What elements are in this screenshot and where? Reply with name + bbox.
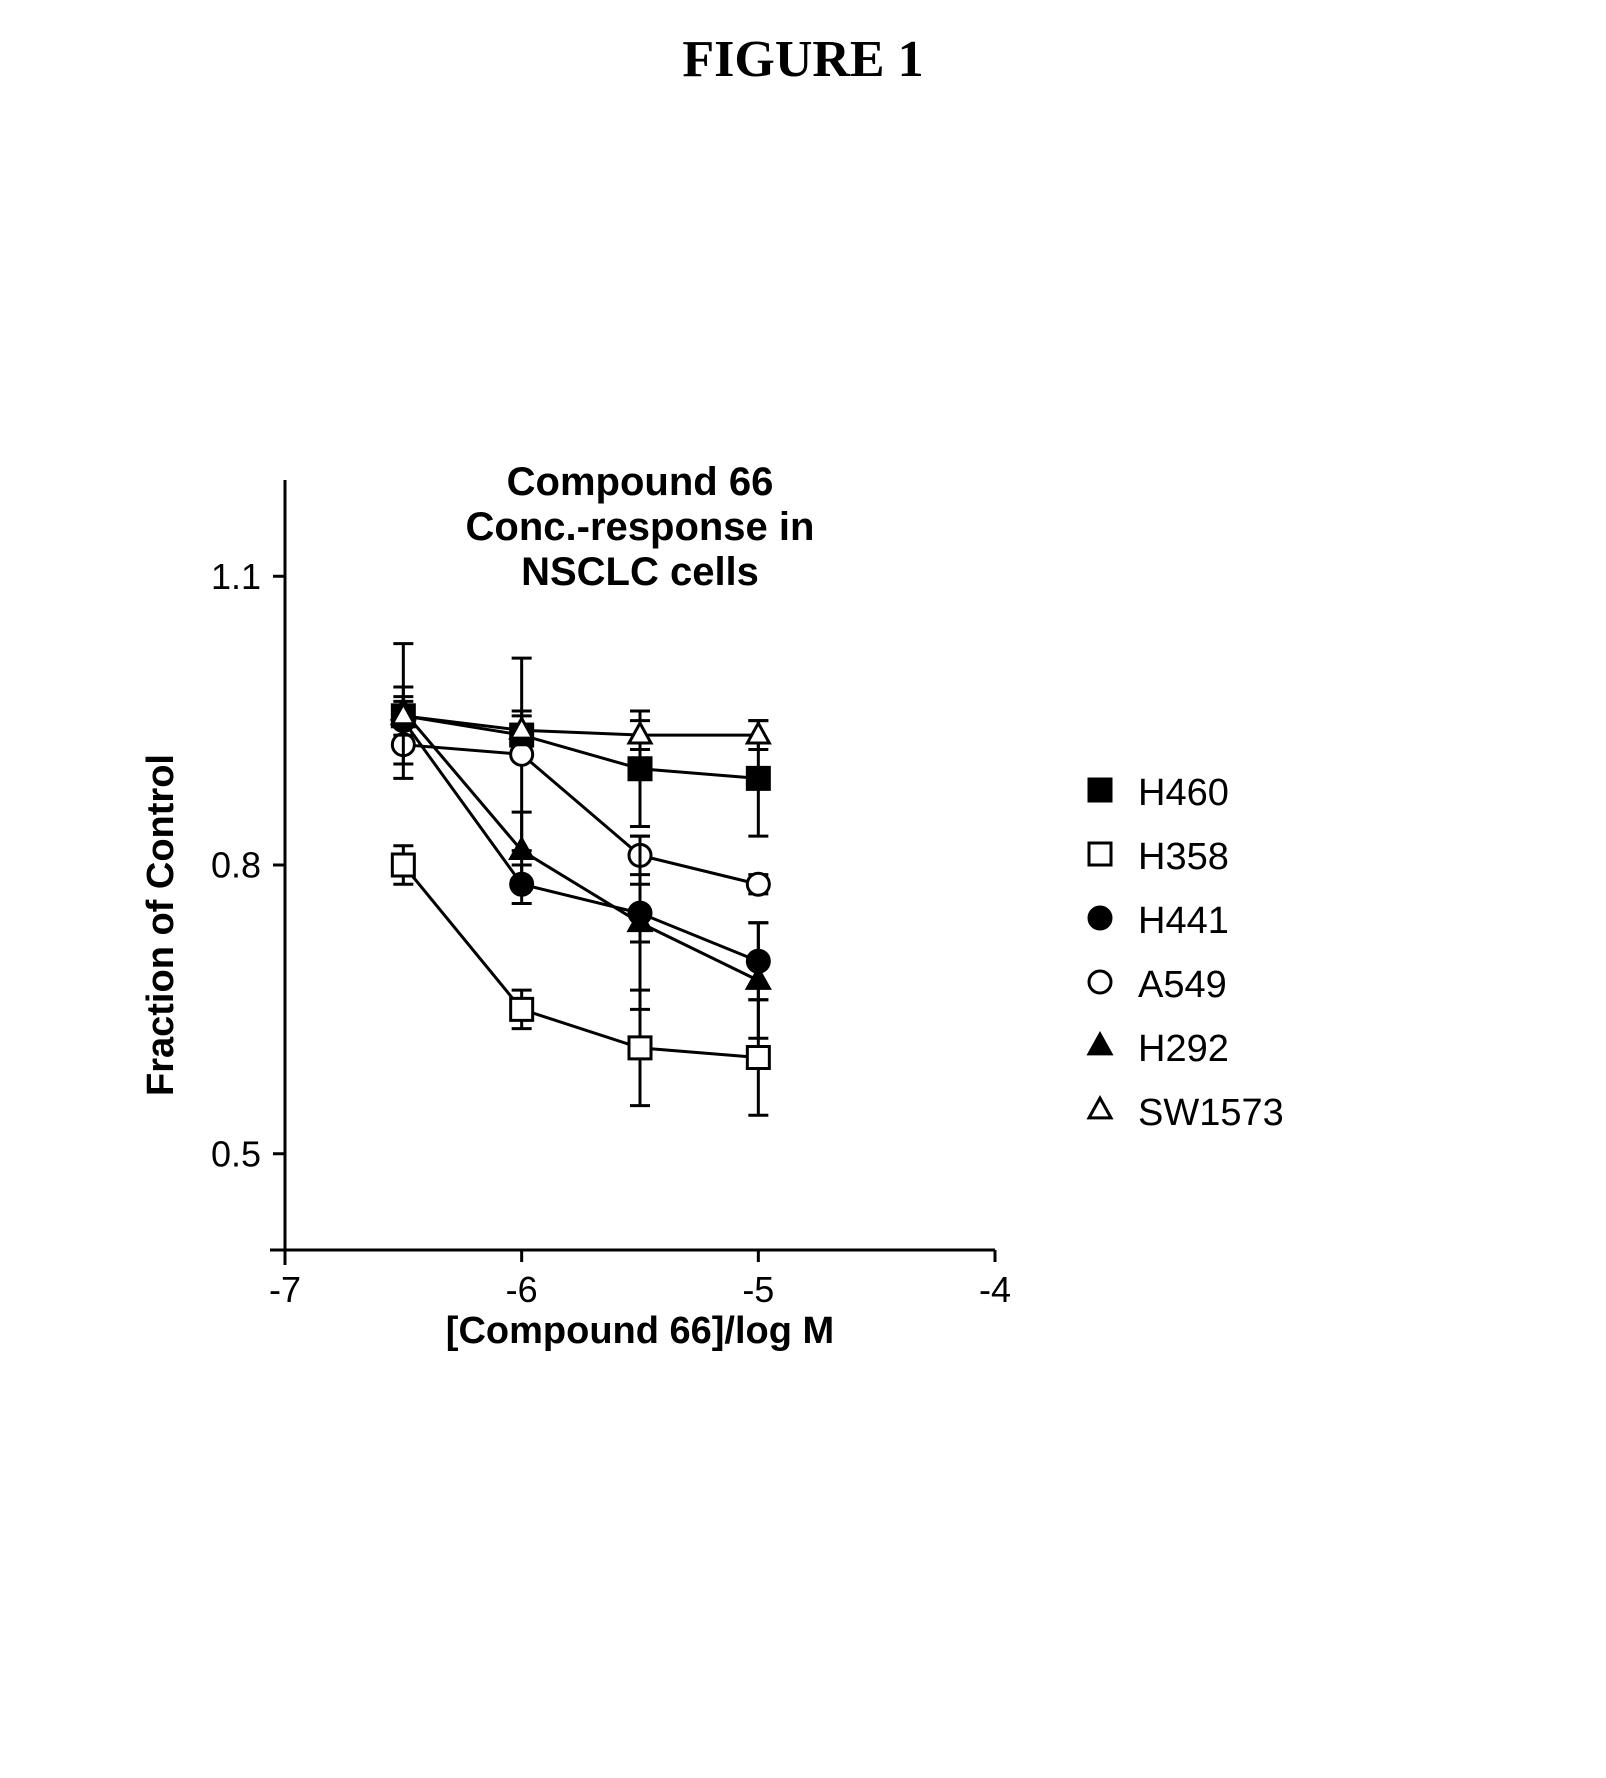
svg-text:-4: -4 [979, 1269, 1011, 1310]
svg-text:-7: -7 [269, 1269, 301, 1310]
svg-text:0.8: 0.8 [211, 845, 261, 886]
x-axis-label: [Compound 66]/log M [285, 1310, 995, 1353]
legend-label: A549 [1138, 964, 1227, 1006]
svg-text:1.1: 1.1 [211, 556, 261, 597]
legend-label: H460 [1138, 772, 1229, 814]
svg-text:0.5: 0.5 [211, 1133, 261, 1174]
legend-label: H441 [1138, 900, 1229, 942]
chart-plot: 0.5 0.8 1.1 -7 -6 -5 -4 H460 H358 H441 A549 H292 SW1… [0, 0, 1606, 1778]
legend-label: H358 [1138, 836, 1229, 878]
legend-label: SW1573 [1138, 1092, 1284, 1134]
svg-text:-5: -5 [742, 1269, 774, 1310]
legend-label: H292 [1138, 1028, 1229, 1070]
svg-text:-6: -6 [506, 1269, 538, 1310]
y-axis-label: Fraction of Control [140, 754, 183, 1096]
page: { "figureTitle": "FIGURE 1", "figureTitl… [0, 0, 1606, 1778]
